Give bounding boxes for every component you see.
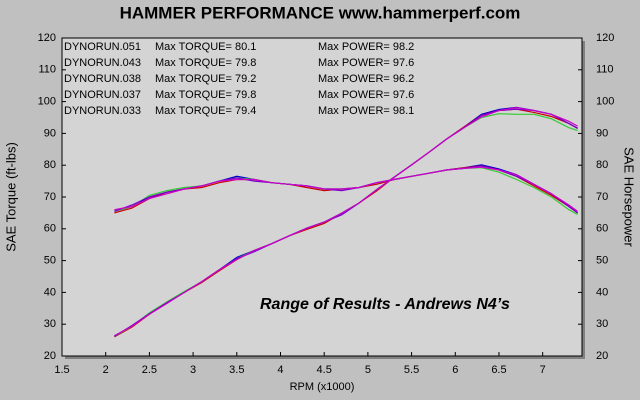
y2-tick-label: 60 [596, 223, 608, 235]
y-tick-label: 110 [38, 64, 56, 76]
x-tick-label: 6 [452, 364, 458, 376]
y-tick-label: 120 [38, 32, 56, 44]
y2-tick-label: 120 [596, 32, 614, 44]
chart-title: HAMMER PERFORMANCE www.hammerperf.com [120, 3, 521, 22]
legend-max-torque: Max TORQUE= 79.2 [155, 73, 256, 85]
torque-line [114, 166, 578, 212]
x-tick-label: 2.5 [142, 364, 157, 376]
y2-tick-label: 70 [596, 191, 608, 203]
y-tick-label: 40 [44, 286, 56, 298]
x-tick-label: 4.5 [317, 364, 332, 376]
legend-max-power: Max POWER= 97.6 [318, 89, 414, 101]
y2-tick-label: 50 [596, 255, 608, 267]
x-tick-label: 1.5 [54, 364, 69, 376]
y-tick-label: 60 [44, 223, 56, 235]
y-tick-label: 70 [44, 191, 56, 203]
y2-tick-label: 30 [596, 318, 608, 330]
y-tick-label: 20 [44, 350, 56, 362]
x-tick-label: 6.5 [491, 364, 506, 376]
legend-max-torque: Max TORQUE= 79.8 [155, 89, 256, 101]
legend-name: DYNORUN.037 [64, 89, 141, 101]
x-tick-label: 7 [540, 364, 546, 376]
annotation: Range of Results - Andrews N4’s [260, 296, 510, 313]
legend-name: DYNORUN.043 [64, 57, 141, 69]
power-line [114, 106, 578, 337]
x-axis-label: RPM (x1000) [290, 381, 355, 393]
x-tick-label: 5.5 [404, 364, 419, 376]
y2-tick-label: 80 [596, 159, 608, 171]
x-tick-label: 3 [190, 364, 196, 376]
y-tick-label: 80 [44, 159, 56, 171]
x-tick-label: 4 [277, 364, 283, 376]
y2-axis-label: SAE Horsepower [622, 147, 637, 247]
y2-tick-label: 40 [596, 286, 608, 298]
x-tick-label: 2 [103, 364, 109, 376]
legend-max-power: Max POWER= 96.2 [318, 73, 414, 85]
legend-max-power: Max POWER= 98.1 [318, 105, 414, 117]
legend-max-power: Max POWER= 97.6 [318, 57, 414, 69]
y2-tick-label: 20 [596, 350, 608, 362]
legend-max-torque: Max TORQUE= 79.8 [155, 57, 256, 69]
y-tick-label: 90 [44, 127, 56, 139]
y2-tick-label: 100 [596, 96, 614, 108]
legend-max-torque: Max TORQUE= 80.1 [155, 41, 256, 53]
legend-name: DYNORUN.051 [64, 41, 141, 53]
y-tick-label: 100 [38, 96, 56, 108]
x-tick-label: 5 [365, 364, 371, 376]
y-tick-label: 30 [44, 318, 56, 330]
legend-max-power: Max POWER= 98.2 [318, 41, 414, 53]
x-tick-label: 3.5 [229, 364, 244, 376]
legend-name: DYNORUN.033 [64, 105, 141, 117]
legend-max-torque: Max TORQUE= 79.4 [155, 105, 256, 117]
y2-tick-label: 110 [596, 64, 614, 76]
y2-tick-label: 90 [596, 127, 608, 139]
legend-name: DYNORUN.038 [64, 73, 141, 85]
y-axis-label: SAE Torque (ft-lbs) [3, 142, 18, 252]
y-tick-label: 50 [44, 255, 56, 267]
